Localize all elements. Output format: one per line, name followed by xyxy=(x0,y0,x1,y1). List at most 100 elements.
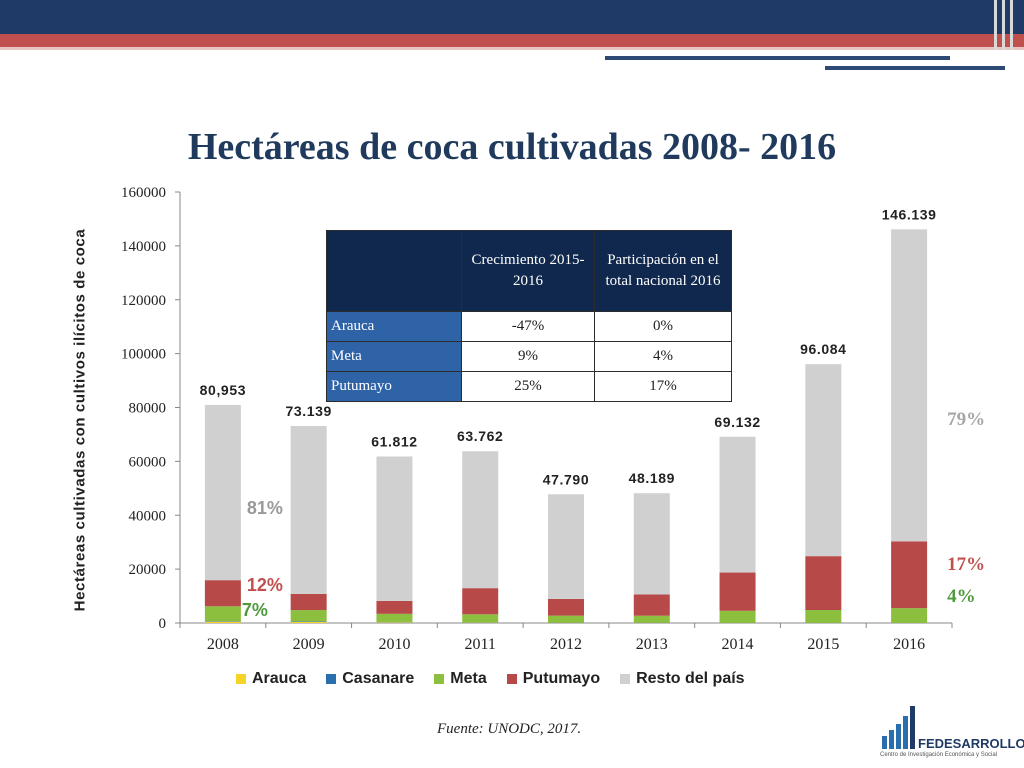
bar-segment xyxy=(290,621,327,622)
bar-total-label: 73.139 xyxy=(285,403,331,419)
header-bar xyxy=(0,0,1024,34)
bar-segment xyxy=(204,621,241,622)
bar-segment xyxy=(290,593,327,611)
table-cell-participacion: 0% xyxy=(594,311,732,342)
x-tick-label: 2011 xyxy=(465,636,496,653)
share-annotation: 81% xyxy=(247,498,283,518)
table-row: Arauca -47% 0% xyxy=(326,311,732,342)
bar-segment xyxy=(805,610,842,623)
bar-segment xyxy=(719,610,756,623)
bar-segment xyxy=(548,615,584,623)
x-tick-label: 2012 xyxy=(550,636,582,653)
header-shadow xyxy=(0,47,1024,50)
logo-name: FEDESARROLLO xyxy=(918,736,1024,751)
bar-segment xyxy=(548,598,584,616)
table-cell-crecimiento: 9% xyxy=(461,341,595,372)
fedesarrollo-logo xyxy=(882,706,915,749)
legend-swatch xyxy=(506,674,517,684)
bar-segment xyxy=(204,580,241,607)
chart-legend: Arauca Casanare Meta Putumayo Resto del … xyxy=(236,670,745,688)
legend-swatch xyxy=(434,674,445,684)
bar-segment xyxy=(462,451,499,589)
decor-line xyxy=(825,66,1005,70)
y-tick-label: 100000 xyxy=(121,347,166,363)
bar-segment xyxy=(805,556,842,611)
y-tick-label: 80000 xyxy=(129,401,167,417)
y-tick-label: 60000 xyxy=(129,454,167,470)
bar-segment xyxy=(633,493,670,595)
legend-swatch xyxy=(326,674,337,684)
legend-swatch xyxy=(236,674,246,684)
y-tick-label: 140000 xyxy=(121,239,166,255)
bar-segment xyxy=(633,594,670,616)
growth-table: Crecimiento 2015-2016 Participación en e… xyxy=(326,230,732,402)
bar-segment xyxy=(548,494,584,599)
x-tick-label: 2014 xyxy=(722,636,754,653)
legend-label: Meta xyxy=(450,670,487,687)
legend-item: Arauca xyxy=(236,670,306,688)
bar-segment xyxy=(204,606,241,622)
bar-total-label: 61.812 xyxy=(371,433,417,449)
table-header-crecimiento: Crecimiento 2015-2016 xyxy=(461,230,595,312)
bar-segment xyxy=(719,436,756,573)
table-cell-region: Meta xyxy=(326,341,462,372)
slide-title: Hectáreas de coca cultivadas 2008- 2016 xyxy=(187,126,837,168)
share-annotation: 12% xyxy=(247,575,283,595)
legend-swatch xyxy=(620,674,631,684)
bar-segment xyxy=(719,572,756,611)
table-header-empty xyxy=(326,230,462,312)
x-tick-label: 2016 xyxy=(893,636,925,653)
bar-segment xyxy=(891,229,928,542)
bar-segment xyxy=(376,456,413,601)
bar-segment xyxy=(376,600,413,614)
decor-stripe xyxy=(1010,0,1013,50)
share-annotation: 4% xyxy=(947,586,976,607)
legend-label: Arauca xyxy=(252,670,307,687)
table-header-participacion: Participación en el total nacional 2016 xyxy=(594,230,732,312)
bar-total-label: 69.132 xyxy=(714,414,760,430)
bar-total-label: 47.790 xyxy=(543,471,589,487)
y-tick-label: 40000 xyxy=(129,508,167,524)
header-accent-bar xyxy=(0,34,1024,47)
legend-item: Casanare xyxy=(326,670,414,688)
x-tick-label: 2010 xyxy=(378,636,410,653)
table-row: Putumayo 25% 17% xyxy=(326,371,732,402)
bar-segment xyxy=(290,610,327,622)
decor-stripe xyxy=(1002,0,1005,50)
bar-segment xyxy=(891,541,928,609)
legend-item: Resto del país xyxy=(620,670,745,688)
legend-label: Resto del país xyxy=(636,670,745,687)
bar-segment xyxy=(376,613,413,622)
y-tick-label: 0 xyxy=(159,616,167,632)
bar-total-label: 146.139 xyxy=(882,206,937,222)
legend-label: Putumayo xyxy=(522,670,601,687)
legend-item: Putumayo xyxy=(506,670,601,688)
y-tick-label: 20000 xyxy=(129,562,167,578)
bar-total-label: 96.084 xyxy=(800,341,846,357)
decor-stripe xyxy=(994,0,997,50)
bar-segment xyxy=(462,588,499,615)
x-tick-label: 2013 xyxy=(636,636,668,653)
y-tick-label: 120000 xyxy=(121,293,166,309)
y-tick-label: 160000 xyxy=(121,185,166,201)
decor-line xyxy=(605,56,950,60)
legend-item: Meta xyxy=(434,670,487,688)
bar-segment xyxy=(633,615,670,623)
x-tick-label: 2015 xyxy=(807,636,839,653)
bar-segment xyxy=(805,364,842,557)
bar-segment xyxy=(891,608,928,623)
share-annotation: 79% xyxy=(947,409,985,430)
source-note: Fuente: UNODC, 2017. xyxy=(437,721,582,737)
share-annotation: 17% xyxy=(947,554,985,575)
bar-total-label: 48.189 xyxy=(629,470,675,486)
table-cell-region: Putumayo xyxy=(326,371,462,402)
bar-segment xyxy=(376,622,413,623)
bar-segment xyxy=(204,621,241,623)
bar-segment xyxy=(290,425,327,594)
bar-total-label: 80,953 xyxy=(200,382,246,398)
bar-total-label: 63.762 xyxy=(457,428,503,444)
table-cell-participacion: 17% xyxy=(594,371,732,402)
x-tick-label: 2009 xyxy=(293,636,325,653)
table-cell-crecimiento: -47% xyxy=(461,311,595,342)
